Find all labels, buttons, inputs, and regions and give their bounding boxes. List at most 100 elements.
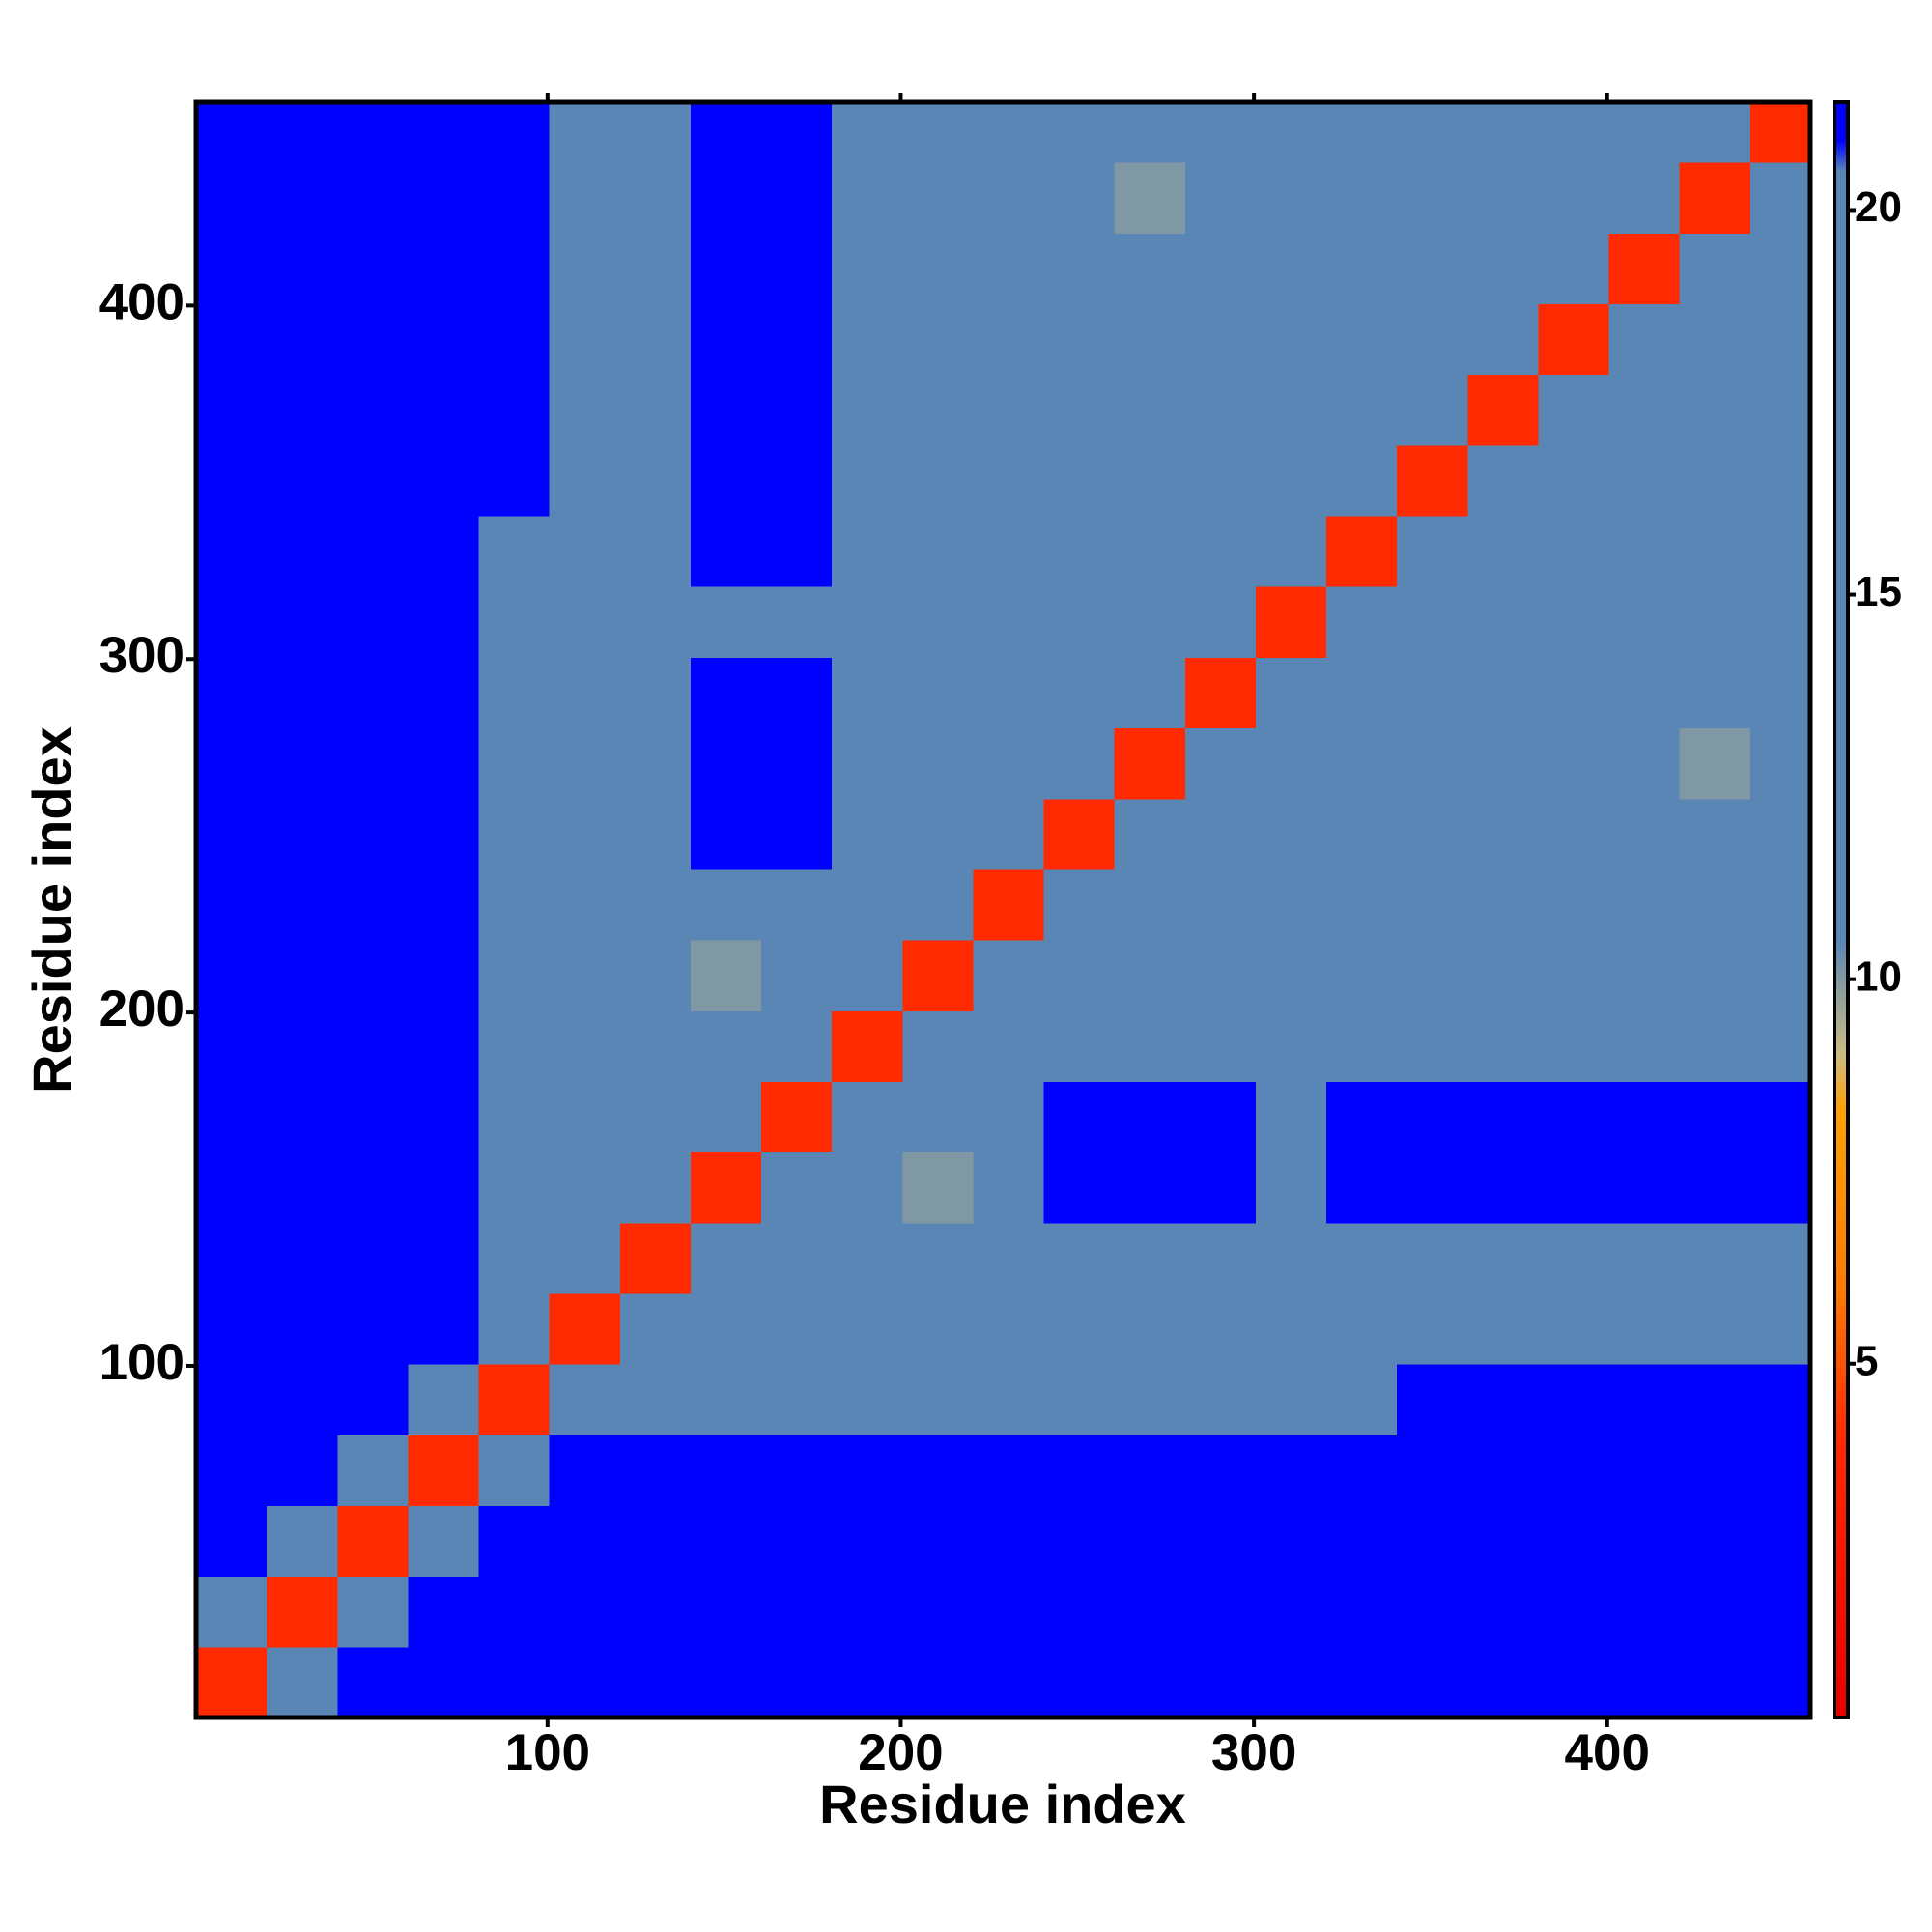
heatmap-cell [1679, 940, 1751, 1011]
heatmap-cell [1114, 374, 1186, 446]
heatmap-cell [1467, 1222, 1539, 1294]
colorbar-tick-label: 5 [1855, 1337, 1878, 1384]
heatmap-cell [832, 1364, 903, 1435]
heatmap-cell [1114, 516, 1186, 587]
heatmap-cell [1538, 727, 1610, 800]
heatmap-cell [973, 374, 1045, 446]
heatmap-cell [1397, 102, 1468, 163]
heatmap-cell [1467, 102, 1539, 163]
heatmap-cell [1043, 1081, 1116, 1153]
heatmap-cell [761, 657, 833, 729]
heatmap-cell [1679, 657, 1751, 729]
heatmap-cell [973, 657, 1045, 729]
heatmap-cell [337, 868, 409, 941]
heatmap-cell [196, 657, 268, 729]
heatmap-cell [1397, 374, 1468, 446]
heatmap-cell [1538, 1010, 1610, 1082]
heatmap-cell [832, 868, 903, 941]
heatmap-cell [196, 727, 268, 800]
heatmap-cell [1538, 657, 1610, 729]
heatmap-cell [973, 1646, 1045, 1719]
heatmap-cell [408, 444, 480, 517]
heatmap-cell [337, 1435, 409, 1506]
heatmap-cell [1255, 374, 1327, 446]
heatmap-cell [1538, 1151, 1610, 1224]
heatmap-cell [1749, 1151, 1811, 1224]
heatmap-cell [1043, 940, 1116, 1011]
heatmap-cell [1749, 1435, 1811, 1506]
heatmap-cell [478, 1505, 551, 1577]
heatmap-cell [761, 1364, 833, 1435]
heatmap-cell [1184, 657, 1257, 729]
heatmap-cell [1255, 727, 1327, 800]
heatmap-cell [549, 1364, 621, 1435]
heatmap-cell [1538, 586, 1610, 658]
heatmap-cell [1043, 374, 1116, 446]
heatmap-cell [1608, 1081, 1681, 1153]
heatmap-cell [690, 798, 762, 870]
heatmap-cell [902, 1435, 974, 1506]
heatmap-cell [619, 1646, 692, 1719]
heatmap-cell [1679, 1435, 1751, 1506]
heatmap-cell [619, 657, 692, 729]
heatmap-cell [478, 586, 551, 658]
heatmap-cell [832, 1010, 903, 1082]
heatmap-cell [1255, 1222, 1327, 1294]
heatmap-cell [1326, 1505, 1398, 1577]
heatmap-cell [1255, 1081, 1327, 1153]
heatmap-cell [267, 1081, 338, 1153]
heatmap-cell [549, 374, 621, 446]
heatmap-cell [1326, 516, 1398, 587]
heatmap-cell [690, 516, 762, 587]
heatmap-cell [408, 233, 480, 305]
heatmap-cell [1184, 1435, 1257, 1506]
heatmap-cell [761, 1435, 833, 1506]
heatmap-cell [1467, 727, 1539, 800]
heatmap-cell [478, 1293, 551, 1365]
heatmap-cell [1184, 1081, 1257, 1153]
heatmap-cell [1043, 444, 1116, 517]
heatmap-cell [1679, 102, 1751, 163]
heatmap-cell [337, 1222, 409, 1294]
heatmap-cell [549, 1293, 621, 1365]
heatmap-cell [902, 798, 974, 870]
heatmap-cell [619, 1010, 692, 1082]
heatmap-cell [619, 1081, 692, 1153]
heatmap-cell [1467, 1293, 1539, 1365]
heatmap-cell [1043, 1010, 1116, 1082]
heatmap-cell [196, 303, 268, 376]
x-tick-label: 400 [1565, 1724, 1650, 1781]
heatmap-cell [1043, 1505, 1116, 1577]
heatmap-cell [1749, 1646, 1811, 1719]
heatmap-cell [1043, 102, 1116, 163]
heatmap-cell [478, 657, 551, 729]
heatmap-cell [1679, 233, 1751, 305]
heatmap-cell [196, 444, 268, 517]
heatmap-cell [1043, 798, 1116, 870]
heatmap-cell [267, 727, 338, 800]
heatmap-cell [478, 444, 551, 517]
heatmap-cell [1538, 1081, 1610, 1153]
heatmap-cell [832, 162, 903, 234]
heatmap-cell [1255, 1435, 1327, 1506]
heatmap-cell [1749, 1505, 1811, 1577]
heatmap-cell [1326, 1151, 1398, 1224]
heatmap-cell [408, 657, 480, 729]
heatmap [196, 102, 1811, 1719]
heatmap-cell [832, 1151, 903, 1224]
heatmap-cell [761, 1646, 833, 1719]
heatmap-cell [1326, 586, 1398, 658]
heatmap-cell [1538, 868, 1610, 941]
heatmap-cell [1538, 1293, 1610, 1365]
heatmap-cell [478, 798, 551, 870]
plot-frame [193, 99, 1813, 1720]
heatmap-cell [690, 657, 762, 729]
heatmap-cell [337, 444, 409, 517]
heatmap-cell [1608, 1576, 1681, 1648]
heatmap-cell [267, 1293, 338, 1365]
heatmap-cell [1326, 1576, 1398, 1648]
heatmap-cell [832, 1435, 903, 1506]
heatmap-cell [690, 162, 762, 234]
heatmap-cell [619, 516, 692, 587]
heatmap-cell [337, 586, 409, 658]
